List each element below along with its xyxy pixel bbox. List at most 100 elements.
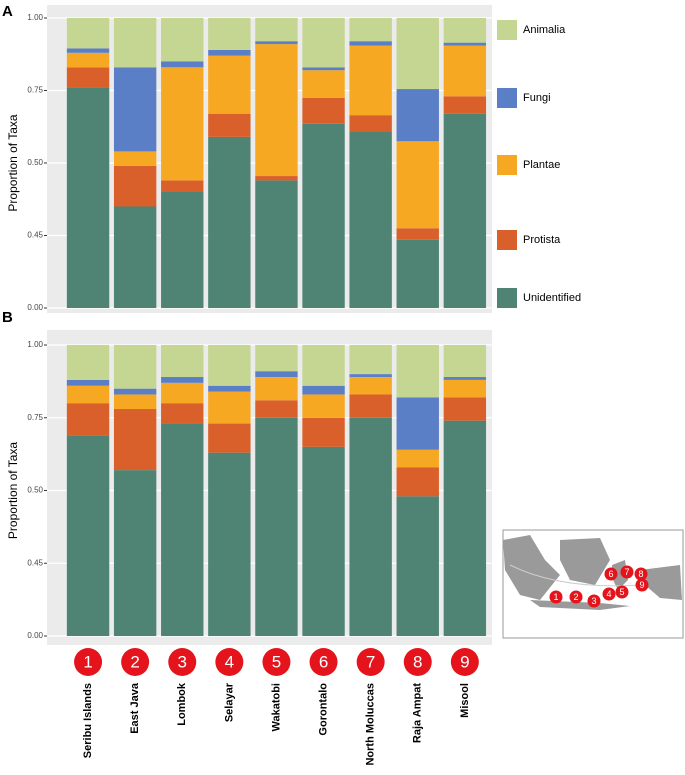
bar-segment (255, 18, 298, 42)
bar-segment (396, 449, 439, 468)
legend-label: Fungi (523, 92, 551, 104)
bar-segment (161, 18, 204, 62)
site-badge (74, 648, 103, 676)
map-site-badge (587, 594, 601, 608)
legend-key (497, 88, 517, 108)
site-number: 1 (83, 652, 92, 671)
bar-segment (396, 467, 439, 497)
bar-segment (349, 345, 392, 375)
y-tick-label: 1.00 (27, 13, 43, 22)
bar-segment (443, 345, 487, 378)
bar-segment (66, 52, 110, 68)
y-tick-label: 0.50 (27, 486, 43, 495)
bar-segment (66, 345, 110, 380)
bar-segment (443, 113, 487, 308)
bar-segment (349, 377, 392, 395)
bar-segment (255, 400, 298, 418)
bar-segment (161, 67, 204, 181)
land (640, 565, 682, 600)
bar-segment (161, 180, 204, 192)
legend-key (497, 20, 517, 40)
y-tick-label: 0.45 (27, 558, 43, 567)
bar-segment (208, 113, 251, 137)
bar-segment (349, 41, 392, 46)
bar-segment (396, 496, 439, 636)
map-site-number: 8 (638, 569, 643, 579)
map-site-badge (635, 578, 649, 592)
bar-segment (396, 141, 439, 229)
site-number: 6 (319, 652, 328, 671)
site-badge (215, 648, 244, 676)
bar-segment (66, 379, 110, 386)
bar-segment (349, 417, 392, 636)
x-tick-label: Selayar (223, 682, 235, 722)
bar-segment (396, 89, 439, 142)
bar-segment (113, 470, 157, 636)
bar-segment (302, 394, 345, 418)
site-number: 8 (413, 652, 422, 671)
panel-label: B (2, 309, 13, 326)
y-tick-label: 0.75 (27, 413, 43, 422)
map-site-badge (634, 567, 648, 581)
site-badge (356, 648, 385, 676)
land (503, 535, 560, 600)
x-tick-label: Lombok (176, 682, 188, 726)
legend-key (497, 288, 517, 308)
bar-segment (66, 403, 110, 436)
bar-segment (443, 420, 487, 636)
legend-key (497, 230, 517, 250)
bar-segment (443, 96, 487, 114)
map-site-badge (569, 590, 583, 604)
bar-segment (161, 403, 204, 424)
x-tick-label: Seribu Islands (82, 683, 94, 758)
bar-segment (66, 48, 110, 53)
y-axis-title: Proportion of Taxa (6, 442, 20, 539)
y-tick-label: 1.00 (27, 340, 43, 349)
bar-segment (302, 345, 345, 386)
bar-segment (349, 18, 392, 42)
legend-label: Animalia (523, 24, 566, 36)
x-tick-label: North Moluccas (365, 683, 377, 766)
bar-segment (161, 423, 204, 636)
bar-segment (255, 417, 298, 636)
map-site-badge (615, 585, 629, 599)
bar-segment (255, 371, 298, 378)
x-tick-label: Wakatobi (270, 683, 282, 732)
bar-segment (208, 391, 251, 424)
bar-segment (302, 70, 345, 98)
bar-segment (396, 345, 439, 398)
bar-segment (161, 192, 204, 308)
bar-segment (66, 385, 110, 404)
bar-segment (113, 388, 157, 395)
bar-segment (349, 115, 392, 132)
y-tick-label: 0.00 (27, 631, 43, 640)
map-site-number: 7 (624, 567, 629, 577)
site-number: 3 (178, 652, 187, 671)
y-tick-label: 0.00 (27, 303, 43, 312)
bar-segment (349, 374, 392, 378)
map-site-number: 9 (639, 580, 644, 590)
bar-segment (302, 385, 345, 395)
bar-segment (396, 239, 439, 308)
map-site-number: 3 (591, 596, 596, 606)
bar-segment (349, 131, 392, 308)
legend-label: Plantae (523, 159, 560, 171)
bar-segment (113, 394, 157, 410)
y-tick-label: 0.45 (27, 231, 43, 240)
panel-label: A (2, 3, 13, 20)
map-site-number: 6 (608, 569, 613, 579)
bar-segment (66, 435, 110, 636)
bar-segment (443, 379, 487, 398)
y-axis-title: Proportion of Taxa (6, 114, 20, 211)
site-number: 4 (225, 652, 234, 671)
bar-segment (161, 61, 204, 68)
legend-key (497, 155, 517, 175)
site-badge (450, 648, 479, 676)
y-tick-label: 0.50 (27, 158, 43, 167)
bar-segment (443, 377, 487, 380)
x-tick-label: East Java (129, 682, 141, 734)
bar-segment (302, 417, 345, 447)
bar-segment (302, 18, 345, 68)
